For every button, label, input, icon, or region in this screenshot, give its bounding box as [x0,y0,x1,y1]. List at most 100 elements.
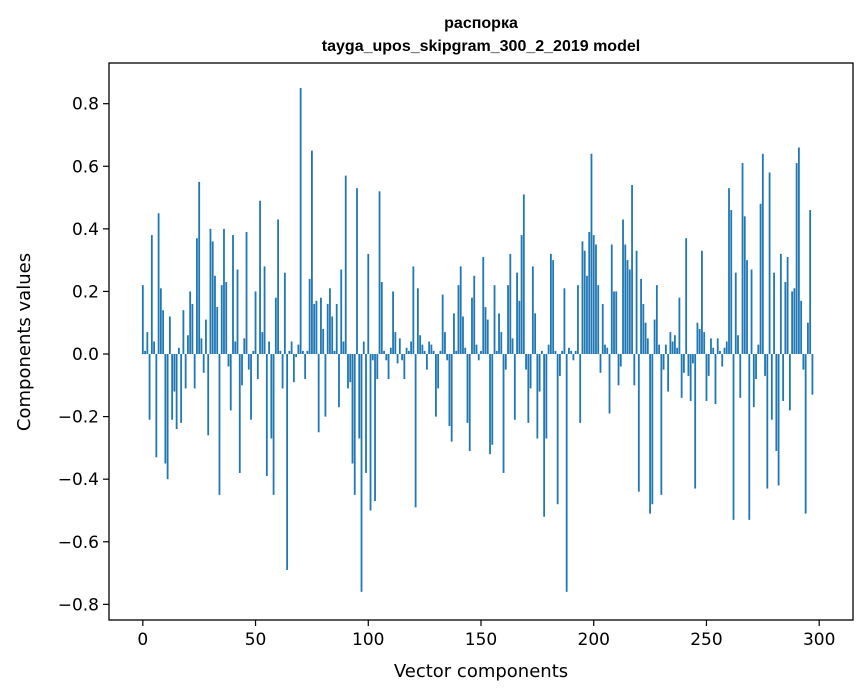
bar [739,354,742,398]
bar [315,300,318,355]
bar [265,354,268,477]
bar [572,354,575,361]
bar [202,354,205,373]
bar [247,354,250,370]
bar [475,344,478,355]
bar [809,210,812,355]
bar [437,354,440,389]
bar [394,332,397,355]
bar [651,354,654,505]
bar [173,354,176,392]
bar [229,354,232,411]
bar [683,354,685,373]
y-tick-label: 0.6 [72,157,99,177]
bar [538,354,541,392]
bar [292,354,295,383]
y-axis-label: Components values [14,253,35,431]
bar [439,350,442,355]
bar [646,338,649,355]
bar [157,213,160,355]
bar [261,332,264,355]
bar [211,241,214,355]
bar [301,350,304,355]
bar [734,272,737,355]
bar [144,350,146,355]
bar [692,354,694,364]
bar [761,153,764,355]
y-tick-label: −0.2 [58,408,99,428]
y-tick-label: −0.6 [58,533,99,553]
bar [198,181,201,355]
bar [459,266,462,355]
bar [775,354,778,452]
bar [777,354,780,486]
bar [385,354,388,361]
bar [329,288,331,355]
bar [678,297,681,355]
bar [383,350,385,355]
bar [250,354,252,420]
bar [471,297,473,355]
bar [599,354,602,373]
bar [786,257,789,355]
bar [279,350,282,355]
bar [658,344,661,355]
bar [193,354,196,389]
bar [671,341,674,355]
y-tick-label: 0.8 [72,95,99,115]
bar [482,257,485,355]
bar [313,303,316,355]
bar [534,313,537,355]
bar [577,285,579,355]
bar [649,354,651,514]
x-tick-label: 50 [245,630,267,650]
bar [782,354,785,401]
bar [804,354,807,514]
bar [619,354,622,367]
bar [378,191,381,355]
bar [565,354,568,592]
bar [500,332,503,355]
bar [608,354,611,414]
bar [579,354,582,423]
bar [644,322,647,355]
x-tick-label: 300 [803,630,835,650]
bar [705,354,708,401]
bar [380,282,383,355]
bar [588,231,591,355]
bar [581,241,584,355]
bar [288,350,291,355]
bar [797,147,800,355]
bar [351,354,354,464]
bar [362,341,365,355]
bar [236,269,239,355]
bar [220,285,223,355]
bar [601,303,604,355]
bar [617,354,620,386]
bar [723,347,726,355]
bar [272,354,275,495]
bar [518,300,521,355]
bar [232,235,234,355]
bar [227,354,230,367]
bar [180,354,183,423]
bar [631,185,633,355]
bar [728,188,730,355]
bar [547,344,550,355]
bar [290,341,293,355]
bar [613,291,615,355]
bar [425,354,428,370]
bar [446,354,449,361]
bar [516,272,518,355]
bar [743,216,746,355]
bar [335,303,338,355]
bar [234,341,237,355]
bar [464,347,467,355]
bar [755,354,757,380]
bar [274,297,277,355]
bar [673,335,676,355]
bar [277,219,279,355]
bar [146,332,149,355]
bar [374,354,376,502]
bar [752,354,755,408]
